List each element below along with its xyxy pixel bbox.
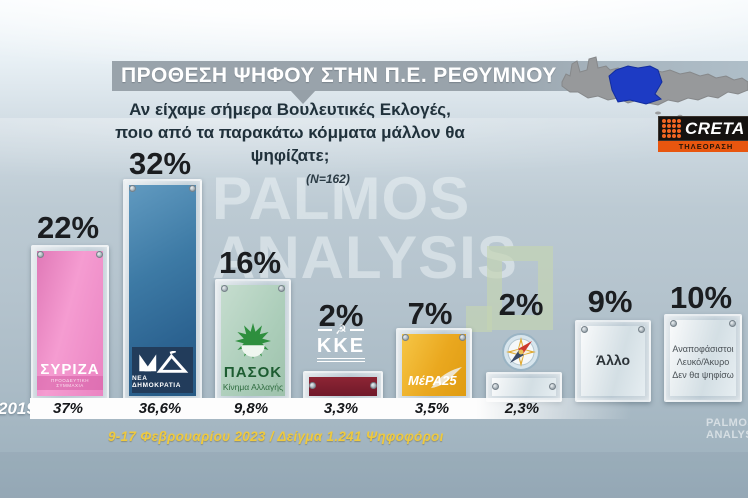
mera25-bird-icon: [431, 367, 462, 388]
hammer-sickle-icon: ☭: [303, 323, 379, 336]
creta-tv-tagline: ΤΗΛΕΟΡΑΣΗ: [658, 141, 748, 152]
value-label-undecided: 10%: [669, 280, 733, 315]
other-label: Άλλο: [595, 352, 631, 368]
nd-triangles-icon: [138, 351, 188, 373]
screw-icon: [459, 334, 466, 341]
screw-icon: [309, 382, 316, 389]
palmos-square-mark-leg-icon: [466, 306, 492, 332]
prev-year-label: 2019: [0, 399, 36, 418]
crete-map-icon: [558, 42, 748, 122]
pasok-logo-subtext: Κίνημα Αλλαγής: [222, 382, 284, 392]
screw-icon: [189, 185, 196, 192]
creta-dots-icon: [662, 119, 681, 138]
palmos-footer-line1: PALMOS: [706, 417, 748, 429]
undecided-label: Αναποφάσιστοι Λευκό/Άκυρο Δεν θα ψηφίσω: [670, 343, 736, 382]
screw-icon: [638, 326, 645, 333]
pasok-sun-icon: [235, 323, 271, 359]
bar-compass-party: [486, 372, 562, 402]
undecided-line1: Αναποφάσιστοι: [672, 343, 734, 354]
screw-icon: [221, 285, 228, 292]
prev-value-kke: 3,3%: [323, 400, 359, 417]
value-label-mera25: 7%: [407, 296, 453, 331]
screw-icon: [96, 251, 103, 258]
palmos-watermark: PALMOS ANALYSIS: [212, 165, 518, 291]
undecided-line3: Δεν θα ψηφίσω: [672, 369, 734, 380]
screw-icon: [549, 383, 556, 390]
title-pointer-icon: [290, 90, 316, 104]
kke-logo-text: ΚΚΕ: [316, 336, 366, 362]
bar-mera25: ΜέΡΑ25: [396, 328, 472, 402]
creta-tv-logo: CRETA ΤΗΛΕΟΡΑΣΗ: [658, 116, 748, 152]
compass-rose-icon: [502, 333, 540, 371]
palmos-watermark-line2: ANALYSIS: [212, 223, 518, 291]
screw-icon: [729, 320, 736, 327]
screw-icon: [37, 251, 44, 258]
palmos-watermark-line1: PALMOS: [212, 165, 471, 232]
bar-other: Άλλο: [575, 320, 651, 402]
value-label-other: 9%: [587, 284, 633, 319]
value-label-compass: 2%: [498, 287, 544, 322]
value-label-nd: 32%: [128, 146, 192, 181]
bar-pasok: ΠΑΣΟΚ Κίνημα Αλλαγής: [215, 279, 291, 402]
undecided-line2: Λευκό/Άκυρο: [676, 356, 730, 367]
fieldwork-source-note: 9-17 Φεβρουαρίου 2023 / Δείγμα 1.241 Ψηφ…: [108, 429, 444, 444]
value-label-pasok: 16%: [218, 245, 282, 280]
question-block: Αν είχαμε σήμερα Βουλευτικές Εκλογές, πο…: [80, 99, 500, 187]
palmos-footer-line2: ANALYSIS: [706, 428, 748, 441]
creta-tv-name: CRETA: [685, 118, 745, 138]
question-line1: Αν είχαμε σήμερα Βουλευτικές Εκλογές,: [129, 100, 451, 119]
prev-value-compass: 2,3%: [504, 400, 540, 417]
bar-undecided: Αναποφάσιστοι Λευκό/Άκυρο Δεν θα ψηφίσω: [664, 314, 742, 402]
nd-logo: ΝΕΑ ΔΗΜΟΚΡΑΤΙΑ: [132, 347, 193, 393]
screw-icon: [581, 326, 588, 333]
screw-icon: [129, 185, 136, 192]
screw-icon: [370, 382, 377, 389]
screw-icon: [402, 334, 409, 341]
rethymno-region-shape: [608, 65, 663, 105]
sample-size-note: (N=162): [306, 171, 350, 186]
value-label-syriza: 22%: [36, 210, 100, 245]
bar-nea-dimokratia: ΝΕΑ ΔΗΜΟΚΡΑΤΙΑ: [123, 179, 202, 402]
prev-value-nd: 36,6%: [138, 400, 182, 417]
kke-logo: ☭ ΚΚΕ: [303, 323, 379, 370]
prev-value-mera25: 3,5%: [414, 400, 450, 417]
prev-value-pasok: 9,8%: [233, 400, 269, 417]
syriza-logo-text: ΣΥΡΙΖΑ: [40, 361, 100, 378]
prev-results-strip: 37% 36,6% 9,8% 3,3% 3,5% 2,3%: [30, 398, 650, 419]
mera25-logo-text: ΜέΡΑ25: [408, 373, 457, 388]
prev-value-syriza: 37%: [52, 400, 84, 417]
palmos-footer-logo: PALMOS ANALYSIS: [706, 417, 748, 441]
screw-icon: [278, 285, 285, 292]
syriza-logo-subtext: ΠΡΟΟΔΕΥΤΙΚΗ ΣΥΜΜΑΧΙΑ: [37, 376, 103, 390]
pasok-logo-text: ΠΑΣΟΚ: [223, 364, 283, 381]
screw-icon: [492, 383, 499, 390]
screw-icon: [670, 320, 677, 327]
bar-syriza: ΣΥΡΙΖΑ ΠΡΟΟΔΕΥΤΙΚΗ ΣΥΜΜΑΧΙΑ: [31, 245, 109, 402]
question-line2: ποιο από τα παρακάτω κόμματα μάλλον θα ψ…: [115, 122, 465, 165]
background-bottom-band: [0, 452, 748, 498]
nd-logo-text: ΝΕΑ ΔΗΜΟΚΡΑΤΙΑ: [132, 375, 182, 389]
